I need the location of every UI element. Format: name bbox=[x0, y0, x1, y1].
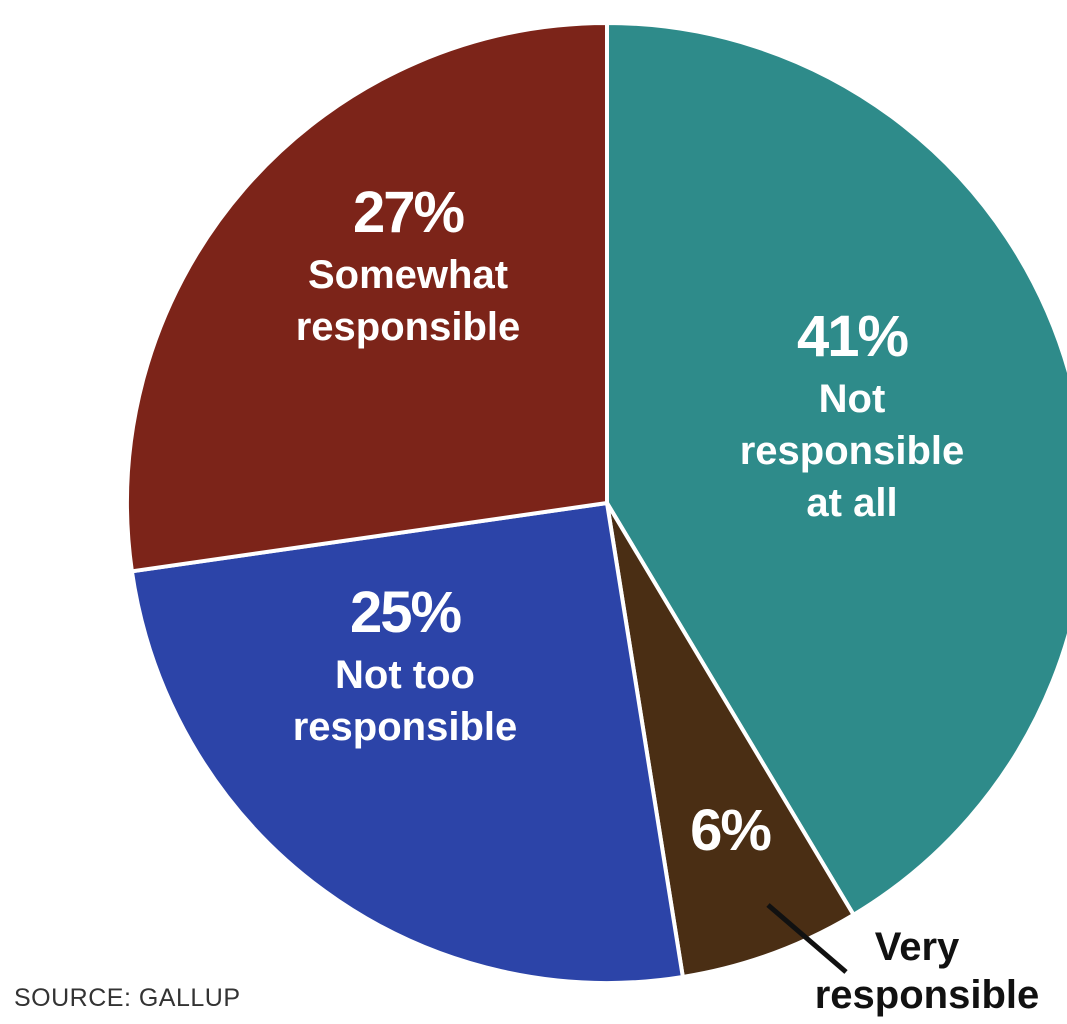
slice-percent-label: 41% bbox=[797, 304, 909, 369]
slice-description-label: responsible bbox=[293, 705, 518, 749]
callout-line bbox=[766, 903, 848, 974]
slice-label: 27% Somewhat responsible bbox=[296, 180, 521, 349]
pie-slice bbox=[125, 21, 609, 574]
source-note: SOURCE: GALLUP bbox=[14, 984, 241, 1012]
slice-label: 25% Not too responsible bbox=[293, 580, 518, 749]
slice-description-label: Very bbox=[875, 925, 960, 969]
slice-label: 6% bbox=[690, 798, 773, 863]
slice-description-label: responsible bbox=[296, 305, 521, 349]
slice-percent-label: 6% bbox=[690, 798, 771, 863]
slice-description-label: Somewhat bbox=[308, 253, 508, 297]
slice-label: 41% Not responsible at all bbox=[740, 304, 965, 525]
slice-percent-label: 27% bbox=[353, 180, 465, 245]
slice-description-label: Not bbox=[819, 377, 886, 421]
slice-description-label: Not too bbox=[335, 653, 475, 697]
slice-percent-label: 25% bbox=[350, 580, 462, 645]
slice-description-label: responsible bbox=[815, 973, 1040, 1017]
slice-description-label: at all bbox=[806, 481, 897, 525]
slice-description-label: responsible bbox=[740, 429, 965, 473]
pie-slice bbox=[129, 501, 685, 985]
pie-slice bbox=[605, 501, 856, 979]
